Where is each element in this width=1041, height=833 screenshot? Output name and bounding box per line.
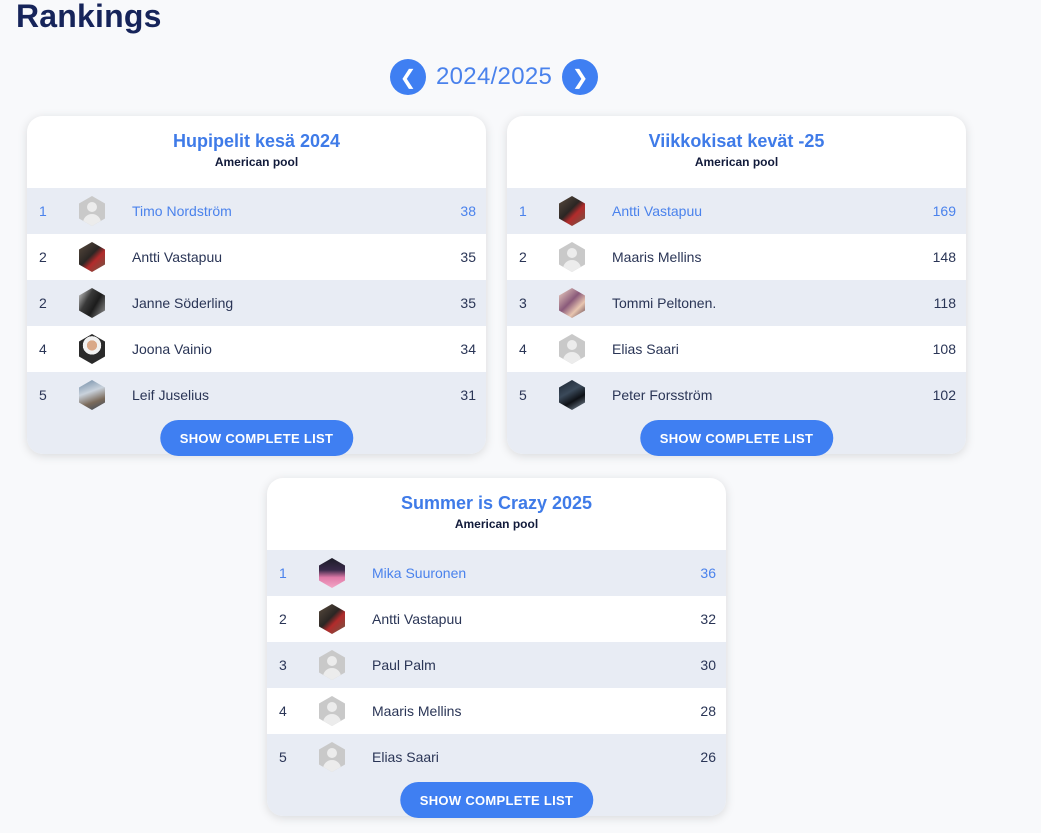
ranking-row[interactable]: 5 Peter Forsström 102 — [507, 372, 966, 418]
avatar — [559, 380, 585, 410]
player-name[interactable]: Elias Saari — [372, 749, 439, 765]
avatar-placeholder-icon — [319, 696, 345, 726]
avatar — [319, 604, 345, 634]
chevron-left-icon: ❮ — [399, 66, 417, 89]
card-title[interactable]: Summer is Crazy 2025 — [400, 493, 593, 513]
player-score: 26 — [700, 749, 716, 765]
avatar-placeholder-icon — [79, 196, 105, 226]
player-name[interactable]: Maaris Mellins — [372, 703, 462, 719]
ranking-row[interactable]: 3 Tommi Peltonen. 118 — [507, 280, 966, 326]
rank-number: 4 — [39, 341, 47, 357]
ranking-row[interactable]: 2 Antti Vastapuu 32 — [267, 596, 726, 642]
rank-number: 3 — [519, 295, 527, 311]
rank-number: 1 — [39, 203, 47, 219]
page-title: Rankings — [16, 0, 162, 34]
player-name[interactable]: Mika Suuronen — [372, 565, 467, 581]
player-name[interactable]: Elias Saari — [612, 341, 679, 357]
player-score: 31 — [460, 387, 476, 403]
card-header: Summer is Crazy 2025 American pool — [267, 478, 726, 550]
ranking-row[interactable]: 1 Antti Vastapuu 169 — [507, 188, 966, 234]
rank-number: 5 — [279, 749, 287, 765]
rank-number: 4 — [279, 703, 287, 719]
player-name[interactable]: Joona Vainio — [132, 341, 212, 357]
player-score: 169 — [932, 203, 956, 219]
ranking-row[interactable]: 4 Maaris Mellins 28 — [267, 688, 726, 734]
player-score: 30 — [700, 657, 716, 673]
player-name[interactable]: Janne Söderling — [132, 295, 234, 311]
show-complete-list-button[interactable]: SHOW COMPLETE LIST — [639, 420, 834, 456]
rank-number: 5 — [519, 387, 527, 403]
avatar — [79, 334, 105, 364]
avatar — [319, 558, 345, 588]
player-name[interactable]: Antti Vastapuu — [612, 203, 703, 219]
season-label: 2024/2025 — [436, 63, 553, 90]
player-score: 118 — [933, 295, 956, 311]
ranking-row[interactable]: 4 Elias Saari 108 — [507, 326, 966, 372]
player-name[interactable]: Timo Nordström — [132, 203, 232, 219]
avatar-placeholder-icon — [319, 650, 345, 680]
show-complete-list-button[interactable]: SHOW COMPLETE LIST — [159, 420, 354, 456]
player-score: 102 — [932, 387, 956, 403]
rank-number: 2 — [39, 249, 47, 265]
card-title[interactable]: Hupipelit kesä 2024 — [172, 131, 341, 151]
avatar-placeholder-icon — [319, 742, 345, 772]
player-name[interactable]: Peter Forsström — [612, 387, 713, 403]
ranking-row[interactable]: 1 Timo Nordström 38 — [27, 188, 486, 234]
season-nav: ❮ 2024/2025 ❯ — [390, 59, 599, 95]
ranking-row[interactable]: 5 Leif Juselius 31 — [27, 372, 486, 418]
avatar — [79, 380, 105, 410]
rank-number: 5 — [39, 387, 47, 403]
player-name[interactable]: Antti Vastapuu — [372, 611, 463, 627]
avatar — [559, 288, 585, 318]
prev-season-button[interactable]: ❮ — [390, 59, 426, 95]
show-complete-list-button[interactable]: SHOW COMPLETE LIST — [399, 782, 594, 818]
player-name[interactable]: Leif Juselius — [132, 387, 210, 403]
card-header: Viikkokisat kevät -25 American pool — [507, 116, 966, 188]
rank-number: 2 — [519, 249, 527, 265]
player-score: 34 — [460, 341, 476, 357]
player-score: 36 — [700, 565, 716, 581]
player-score: 35 — [460, 249, 476, 265]
rank-number: 1 — [279, 565, 287, 581]
player-name[interactable]: Antti Vastapuu — [132, 249, 223, 265]
ranking-row[interactable]: 2 Maaris Mellins 148 — [507, 234, 966, 280]
player-score: 28 — [700, 703, 716, 719]
player-score: 38 — [460, 203, 476, 219]
rank-number: 1 — [519, 203, 527, 219]
ranking-row[interactable]: 2 Antti Vastapuu 35 — [27, 234, 486, 280]
avatar-placeholder-icon — [559, 242, 585, 272]
player-score: 32 — [700, 611, 716, 627]
rank-number: 3 — [279, 657, 287, 673]
card-title[interactable]: Viikkokisat kevät -25 — [648, 131, 825, 151]
avatar-placeholder-icon — [559, 334, 585, 364]
card-subtitle: American pool — [214, 155, 299, 169]
next-season-button[interactable]: ❯ — [562, 59, 599, 95]
rank-number: 2 — [279, 611, 287, 627]
player-name[interactable]: Paul Palm — [372, 657, 436, 673]
player-name[interactable]: Tommi Peltonen. — [612, 295, 717, 311]
card-subtitle: American pool — [694, 155, 779, 169]
ranking-card: Summer is Crazy 2025 American pool 1 Mik… — [267, 478, 726, 818]
player-score: 148 — [932, 249, 956, 265]
player-score: 35 — [460, 295, 476, 311]
avatar — [559, 196, 585, 226]
chevron-right-icon: ❯ — [571, 66, 589, 89]
ranking-card: Viikkokisat kevät -25 American pool 1 An… — [507, 116, 966, 456]
player-name[interactable]: Maaris Mellins — [612, 249, 702, 265]
ranking-row[interactable]: 3 Paul Palm 30 — [267, 642, 726, 688]
ranking-row[interactable]: 1 Mika Suuronen 36 — [267, 550, 726, 596]
ranking-row[interactable]: 4 Joona Vainio 34 — [27, 326, 486, 372]
ranking-card: Hupipelit kesä 2024 American pool 1 Timo… — [27, 116, 486, 456]
card-subtitle: American pool — [454, 517, 539, 531]
player-score: 108 — [932, 341, 956, 357]
rank-number: 4 — [519, 341, 527, 357]
card-header: Hupipelit kesä 2024 American pool — [27, 116, 486, 188]
rank-number: 2 — [39, 295, 47, 311]
avatar — [79, 288, 105, 318]
avatar — [79, 242, 105, 272]
ranking-row[interactable]: 5 Elias Saari 26 — [267, 734, 726, 780]
ranking-row[interactable]: 2 Janne Söderling 35 — [27, 280, 486, 326]
